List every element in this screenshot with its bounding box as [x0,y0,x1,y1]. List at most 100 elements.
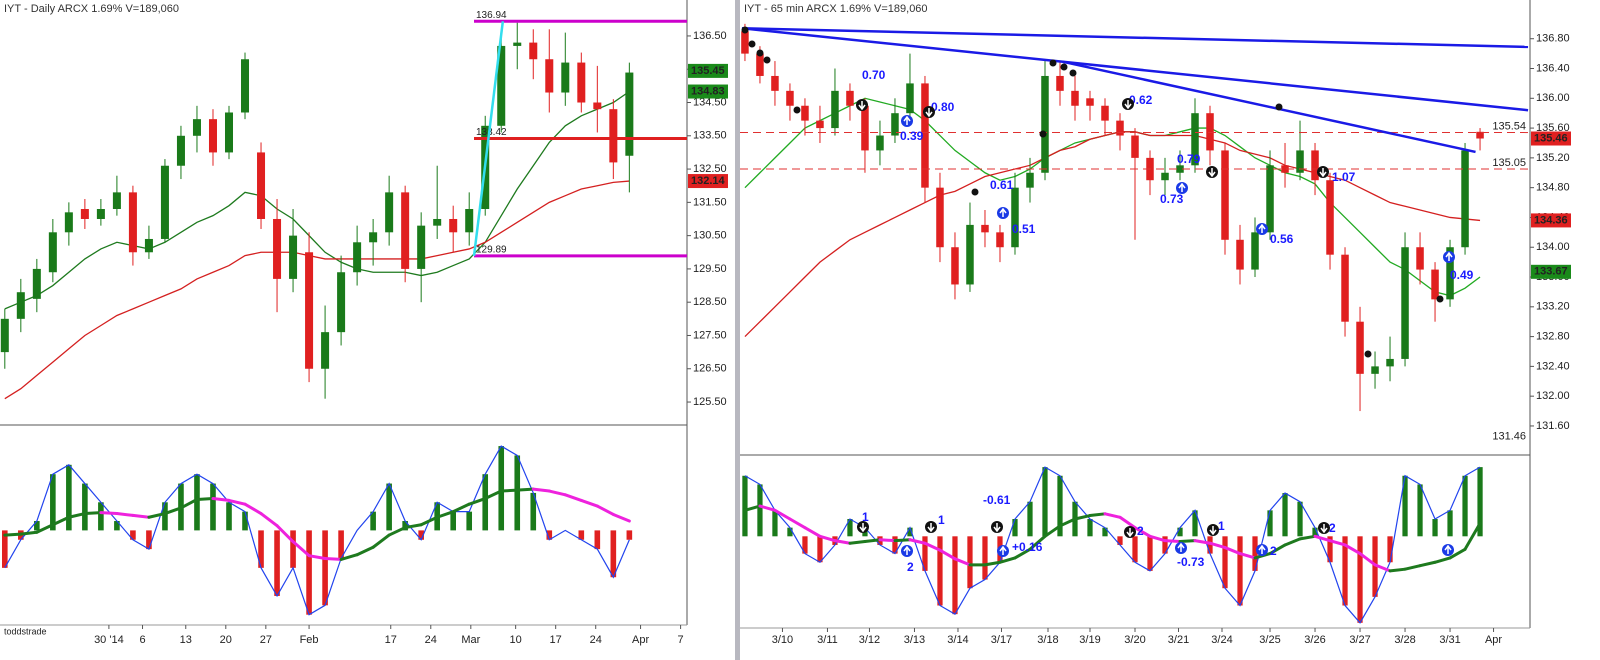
signal-line [1208,541,1227,550]
candle-body [1386,358,1394,367]
histogram-bar [1147,536,1153,571]
price-annotation: 0.79 [1177,152,1201,166]
signal-icon [901,115,913,127]
signal-icon [925,521,937,533]
candle-body [996,232,1004,248]
signal-line [147,512,167,519]
histogram-bar [1117,536,1123,545]
y-tick-label: 132.00 [1536,390,1570,402]
x-tick-label: 20 [220,634,232,646]
price-annotation: 0.39 [900,129,924,143]
histogram-bar [757,484,763,537]
level-label: 135.54 [1492,120,1526,132]
signal-line [1283,537,1302,547]
price-annotation: 0.51 [1012,222,1036,236]
swing-dot [1049,59,1057,67]
signal-icon [856,99,868,111]
histogram-bar [274,530,280,596]
x-tick-label: Apr [632,634,649,646]
candle-body [16,292,25,319]
histogram-bar [50,474,56,531]
y-tick-label: 134.50 [693,96,727,108]
candle-body [96,209,105,219]
signal-line [878,538,897,543]
candle-body [1191,113,1199,166]
histogram-bar [1207,536,1213,554]
signal-icon [857,521,869,533]
price-marker-label: 135.46 [1534,132,1568,144]
signal-icon [1207,524,1219,536]
signal-line [1418,560,1437,568]
candle-body [1176,165,1184,173]
candle-body [1431,269,1439,300]
candle-body [1101,105,1109,121]
swing-dot [1436,295,1444,303]
signal-line [195,497,215,501]
x-tick-label: 3/18 [1037,634,1058,646]
x-tick-label: 3/14 [947,634,968,646]
y-tick-label: 128.50 [693,296,727,308]
histogram-bar [98,502,104,531]
x-tick-label: 3/19 [1079,634,1100,646]
signal-icon [997,207,1009,219]
x-tick-label: 7 [678,634,684,646]
signal-line [773,508,792,521]
candle-body [337,272,346,333]
histogram-bar [466,511,473,531]
x-tick-label: 3/31 [1439,634,1460,646]
signal-line [1073,514,1092,521]
signal-line [451,502,471,514]
x-tick-label: 3/17 [991,634,1012,646]
signal-icon-arrow [903,545,911,555]
candle-body [951,247,959,285]
signal-line [163,506,183,516]
candle-body [144,238,153,253]
candle-body [1461,150,1469,248]
signal-line [611,512,631,523]
x-tick-label: 13 [180,634,192,646]
signal-line [323,556,343,561]
histogram-bar [338,530,344,559]
histogram-bar [242,511,248,531]
y-tick-label: 130.50 [693,230,727,242]
candle-body [936,187,944,248]
signal-line [1163,539,1182,543]
signal-line [923,541,942,552]
histogram-bar [772,510,778,537]
candle-body [529,42,538,60]
histogram-bar [322,530,328,606]
signal-icon [1256,223,1268,235]
histogram-bar [787,527,793,537]
histogram-bar [1417,484,1423,537]
signal-line [179,497,199,510]
swing-dot [1060,63,1068,71]
price-annotation: 0.61 [990,178,1014,192]
signal-line [51,515,71,527]
candle-body [1416,247,1424,270]
signal-icon [997,545,1009,557]
signal-line [275,524,295,544]
level-label: 133.42 [476,127,507,138]
signal-line [211,497,231,502]
signal-icon [1318,522,1330,534]
x-tick-label: Mar [461,634,480,646]
signal-icon [1122,98,1134,110]
signal-line [1388,567,1407,573]
x-tick-label: 6 [139,634,145,646]
histogram-bar [370,511,376,531]
candle-body [876,135,884,151]
price-annotation: 0.70 [862,68,886,82]
osc-annotation: 2 [907,560,914,574]
signal-line [291,540,311,558]
candle-body [1341,254,1349,322]
level-label: 129.89 [476,245,507,256]
chart-header: IYT - 65 min ARCX 1.69% V=189,060 [744,3,928,15]
signal-line [3,532,23,537]
histogram-bar [66,464,72,531]
price-marker-label: 133.67 [1534,266,1568,278]
candle-body [465,209,474,233]
candle-body [741,31,749,54]
signal-line [531,487,551,493]
osc-annotation: +0.16 [1012,540,1043,554]
